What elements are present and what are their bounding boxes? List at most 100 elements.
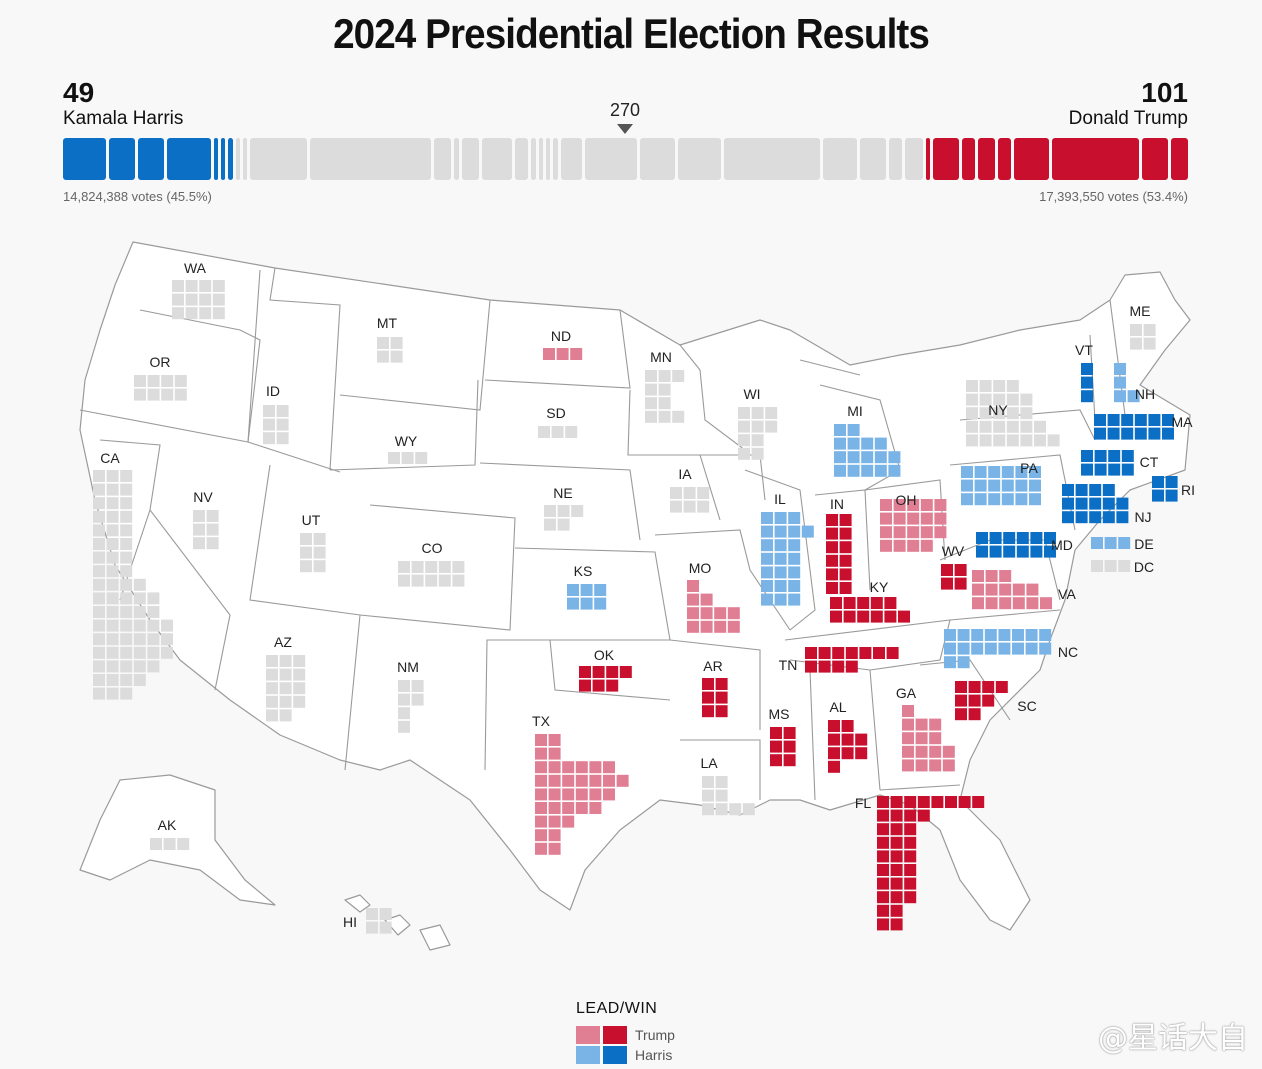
ev-square <box>957 656 970 669</box>
state-grid-pa[interactable] <box>961 466 1041 506</box>
state-grid-md[interactable] <box>976 532 1056 558</box>
ev-square <box>1029 466 1041 478</box>
state-grid-va[interactable] <box>972 570 1052 610</box>
ev-square <box>765 420 778 433</box>
state-grid-ut[interactable] <box>300 533 326 573</box>
state-grid-la[interactable] <box>702 776 755 816</box>
state-grid-wv[interactable] <box>941 564 967 590</box>
state-grid-nm[interactable] <box>398 680 424 733</box>
state-label-az: AZ <box>274 634 292 650</box>
state-grid-wa[interactable] <box>172 280 225 320</box>
state-grid-nj[interactable] <box>1062 484 1129 524</box>
state-grid-dc[interactable] <box>1091 560 1131 572</box>
ev-square <box>1081 390 1093 403</box>
state-grid-mn[interactable] <box>645 370 685 423</box>
state-grid-tx[interactable] <box>535 734 629 855</box>
state-grid-vt[interactable] <box>1081 363 1093 403</box>
state-grid-nv[interactable] <box>193 510 219 550</box>
ev-square <box>929 759 942 772</box>
ev-square <box>570 348 583 360</box>
state-grid-wi[interactable] <box>738 407 778 460</box>
ev-square <box>670 500 682 513</box>
state-grid-id[interactable] <box>263 405 289 445</box>
state-grid-ca[interactable] <box>93 470 173 700</box>
state-grid-in[interactable] <box>826 514 852 594</box>
ev-square <box>1104 537 1117 549</box>
state-grid-mi[interactable] <box>834 424 901 477</box>
state-label-mi: MI <box>847 403 863 419</box>
state-grid-or[interactable] <box>134 375 187 401</box>
state-grid-il[interactable] <box>761 512 814 606</box>
state-grid-mo[interactable] <box>687 580 740 633</box>
state-grid-ga[interactable] <box>902 705 955 772</box>
ev-square <box>714 607 727 620</box>
state-grid-nd[interactable] <box>543 348 583 360</box>
ev-square <box>93 497 105 510</box>
state-grid-ak[interactable] <box>150 838 190 850</box>
ev-square <box>120 687 133 700</box>
state-grid-oh[interactable] <box>880 499 947 552</box>
ev-square <box>438 574 451 587</box>
state-label-mt: MT <box>377 315 398 331</box>
ev-square <box>106 538 119 550</box>
ev-square <box>1143 324 1156 336</box>
ev-square <box>944 642 956 655</box>
ev-square <box>147 606 160 618</box>
state-grid-fl[interactable] <box>877 796 985 931</box>
state-grid-ky[interactable] <box>830 597 910 623</box>
ev-square <box>988 493 1001 506</box>
ev-square <box>1034 420 1046 433</box>
ev-square <box>1006 434 1019 447</box>
state-grid-nh[interactable] <box>1114 363 1140 403</box>
state-grid-de[interactable] <box>1091 537 1131 549</box>
ev-square <box>300 546 312 559</box>
state-grid-ny[interactable] <box>966 380 1060 447</box>
bar-segment-none <box>678 138 722 180</box>
state-grid-ok[interactable] <box>579 666 632 692</box>
state-label-tn: TN <box>779 657 798 673</box>
ev-square <box>1025 629 1038 641</box>
ev-square <box>955 694 967 707</box>
state-grid-me[interactable] <box>1130 324 1156 350</box>
ev-square <box>893 499 906 511</box>
ev-square <box>93 606 105 618</box>
state-grid-ms[interactable] <box>770 727 796 767</box>
state-grid-al[interactable] <box>828 720 868 773</box>
bar-segment-trump_win <box>933 138 959 180</box>
ev-square <box>998 642 1011 655</box>
state-label-ne: NE <box>553 485 572 501</box>
state-grid-ne[interactable] <box>544 505 584 531</box>
state-grid-hi[interactable] <box>366 908 392 934</box>
state-grid-ct[interactable] <box>1081 450 1134 476</box>
state-label-sc: SC <box>1017 698 1036 714</box>
state-grid-ri[interactable] <box>1152 476 1178 502</box>
state-grid-sc[interactable] <box>955 681 1008 721</box>
state-grid-mt[interactable] <box>377 337 403 363</box>
ev-square <box>147 375 160 387</box>
ev-square <box>941 564 953 576</box>
state-grid-ar[interactable] <box>702 678 728 718</box>
ev-square <box>1089 497 1102 510</box>
state-grid-ia[interactable] <box>670 487 710 513</box>
state-grid-ks[interactable] <box>567 584 607 610</box>
ev-square <box>968 694 981 707</box>
state-grid-nc[interactable] <box>944 629 1052 669</box>
ev-square <box>904 891 917 904</box>
state-label-va: VA <box>1058 586 1076 602</box>
ev-square <box>774 566 787 579</box>
state-grid-wy[interactable] <box>388 452 428 464</box>
ev-square <box>133 646 146 659</box>
ev-square <box>199 280 212 292</box>
ev-square <box>672 410 685 423</box>
state-grid-ma[interactable] <box>1094 414 1174 440</box>
state-label-ak: AK <box>158 817 177 833</box>
ev-square <box>548 788 561 801</box>
state-grid-co[interactable] <box>398 561 465 587</box>
ev-square <box>1081 463 1093 476</box>
state-grid-sd[interactable] <box>538 426 578 438</box>
state-label-ca: CA <box>100 450 120 466</box>
state-grid-tn[interactable] <box>805 647 899 673</box>
state-grid-az[interactable] <box>266 655 306 722</box>
ev-square <box>161 633 173 646</box>
ev-square <box>1091 560 1103 572</box>
